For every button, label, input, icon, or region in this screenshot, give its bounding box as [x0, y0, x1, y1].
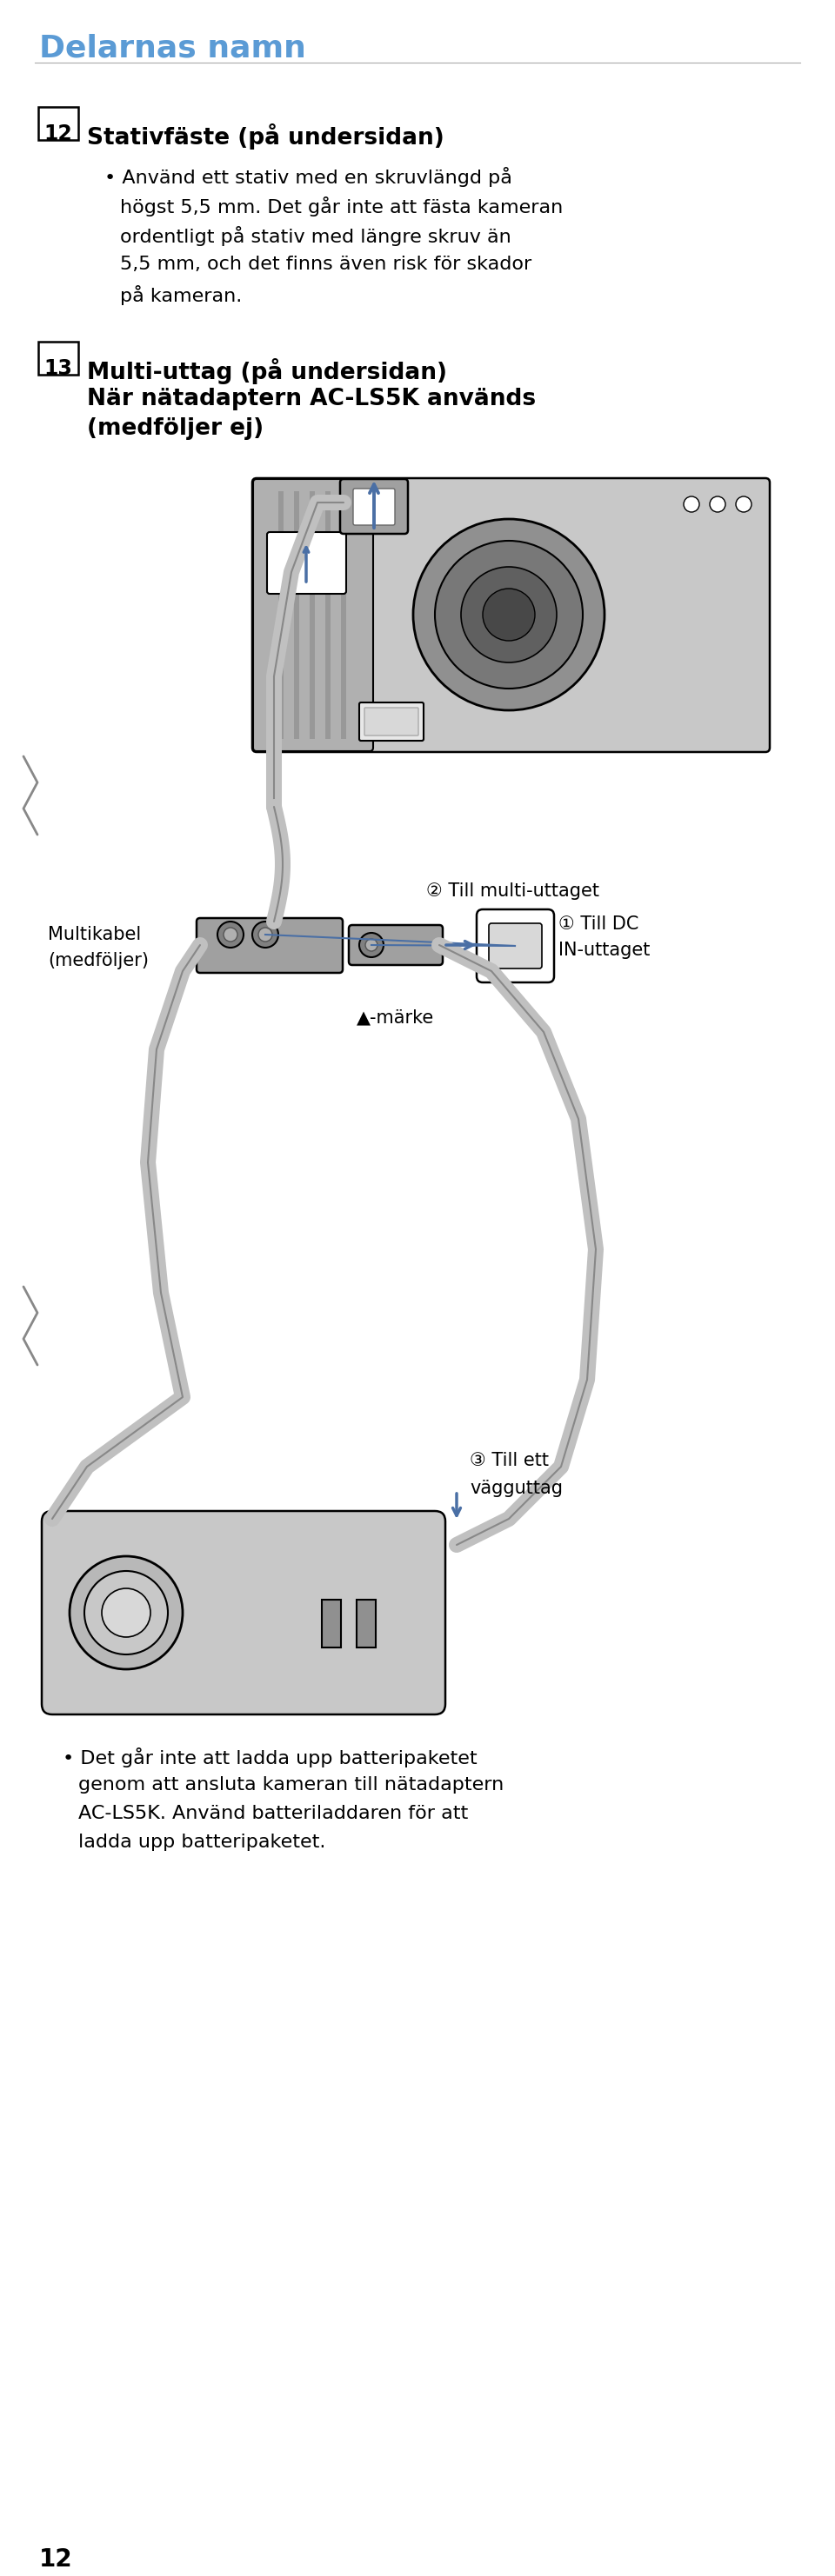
Circle shape [69, 1556, 183, 1669]
Text: IN-uttaget: IN-uttaget [559, 943, 650, 958]
FancyBboxPatch shape [252, 479, 770, 752]
Bar [321, 1600, 341, 1649]
Circle shape [435, 541, 583, 688]
Text: Multi-uttag (på undersidan): Multi-uttag (på undersidan) [87, 358, 447, 384]
Circle shape [84, 1571, 168, 1654]
Bar [294, 492, 299, 739]
FancyBboxPatch shape [42, 1512, 445, 1716]
Circle shape [483, 587, 535, 641]
Text: ② Till multi-uttaget: ② Till multi-uttaget [426, 884, 600, 899]
Text: Delarnas namn: Delarnas namn [39, 33, 306, 62]
Text: högst 5,5 mm. Det går inte att fästa kameran: högst 5,5 mm. Det går inte att fästa kam… [120, 196, 563, 216]
Circle shape [366, 938, 377, 951]
Text: vägguttag: vägguttag [469, 1479, 563, 1497]
Circle shape [710, 497, 726, 513]
Circle shape [736, 497, 752, 513]
Text: på kameran.: på kameran. [120, 286, 242, 304]
Text: (medföljer): (medföljer) [48, 953, 149, 969]
Circle shape [224, 927, 237, 943]
Circle shape [252, 922, 278, 948]
Text: ① Till DC: ① Till DC [559, 914, 639, 933]
Text: AC-LS5K. Använd batteriladdaren för att: AC-LS5K. Använd batteriladdaren för att [78, 1806, 468, 1821]
Circle shape [102, 1589, 150, 1638]
Circle shape [258, 927, 272, 943]
Text: 5,5 mm, och det finns även risk för skador: 5,5 mm, och det finns även risk för skad… [120, 255, 532, 273]
Circle shape [217, 922, 244, 948]
Bar [310, 492, 315, 739]
Text: Multikabel: Multikabel [48, 925, 141, 943]
Circle shape [684, 497, 700, 513]
FancyBboxPatch shape [488, 922, 542, 969]
Text: genom att ansluta kameran till nätadaptern: genom att ansluta kameran till nätadapte… [78, 1777, 504, 1793]
FancyBboxPatch shape [38, 108, 78, 139]
FancyBboxPatch shape [477, 909, 554, 981]
Text: ordentligt på stativ med längre skruv än: ordentligt på stativ med längre skruv än [120, 227, 511, 247]
Bar [357, 1600, 376, 1649]
FancyBboxPatch shape [253, 479, 373, 752]
Text: När nätadaptern AC-LS5K används: När nätadaptern AC-LS5K används [87, 389, 536, 410]
Bar [326, 492, 331, 739]
Text: Stativfäste (på undersidan): Stativfäste (på undersidan) [87, 124, 444, 149]
Text: • Använd ett stativ med en skruvlängd på: • Använd ett stativ med en skruvlängd på [104, 167, 512, 188]
FancyBboxPatch shape [349, 925, 443, 966]
Bar [278, 492, 284, 739]
Circle shape [359, 933, 383, 958]
Bar [341, 492, 347, 739]
Text: ③ Till ett: ③ Till ett [469, 1453, 549, 1468]
FancyBboxPatch shape [267, 533, 347, 595]
Text: ▲-märke: ▲-märke [357, 1007, 434, 1025]
Text: (medföljer ej): (medföljer ej) [87, 417, 264, 440]
Text: ladda upp batteripaketet.: ladda upp batteripaketet. [78, 1834, 326, 1852]
FancyBboxPatch shape [353, 489, 395, 526]
Text: 12: 12 [39, 2548, 73, 2571]
FancyBboxPatch shape [364, 708, 418, 737]
Circle shape [413, 518, 605, 711]
Text: • Det går inte att ladda upp batteripaketet: • Det går inte att ladda upp batteripake… [63, 1747, 477, 1767]
Text: 12: 12 [44, 124, 73, 144]
FancyBboxPatch shape [196, 917, 342, 974]
FancyBboxPatch shape [38, 343, 78, 374]
Circle shape [461, 567, 557, 662]
FancyBboxPatch shape [340, 479, 408, 533]
Text: 13: 13 [44, 358, 73, 379]
FancyBboxPatch shape [359, 703, 423, 742]
